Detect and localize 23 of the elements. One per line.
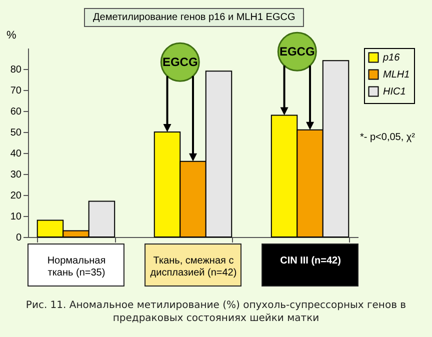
y-tick-label: 10 bbox=[10, 212, 22, 222]
chart-title: Деметилирование генов p16 и MLH1 EGCG bbox=[84, 8, 304, 27]
text: *- p<0,05, χ² bbox=[360, 132, 415, 143]
y-axis-title: % bbox=[6, 30, 16, 42]
legend-label: MLH1 bbox=[383, 70, 410, 80]
y-tick-label: 80 bbox=[10, 64, 22, 76]
y-tick-label: 20 bbox=[10, 190, 22, 202]
annotation: EGCG bbox=[279, 44, 315, 59]
x-tick-label: CIN III (n=42) bbox=[280, 256, 341, 266]
annotation: EGCG bbox=[162, 55, 198, 70]
legend-label: HIC1 bbox=[383, 86, 406, 98]
text: Рис. 11. Аномальное метилирование (%) опухоль-супрессорных генов в предраковых состояниях шейки матки bbox=[24, 299, 408, 325]
legend-label: p16 bbox=[382, 52, 400, 64]
x-tick-label: Ткань, смежная с дисплазией (n=42) bbox=[150, 256, 237, 278]
circle-label: EGCG bbox=[160, 42, 200, 82]
x-tick-label: Нормальная ткань (n=35) bbox=[47, 256, 106, 278]
y-tick-label: 50 bbox=[10, 128, 22, 138]
circle-label: EGCG bbox=[277, 32, 317, 72]
y-tick-label: 70 bbox=[10, 86, 22, 96]
y-tick-label: 0 bbox=[16, 232, 22, 244]
y-tick-label: 60 bbox=[10, 106, 22, 118]
y-tick-label: 30 bbox=[10, 170, 22, 180]
y-tick-label: 40 bbox=[10, 148, 22, 160]
